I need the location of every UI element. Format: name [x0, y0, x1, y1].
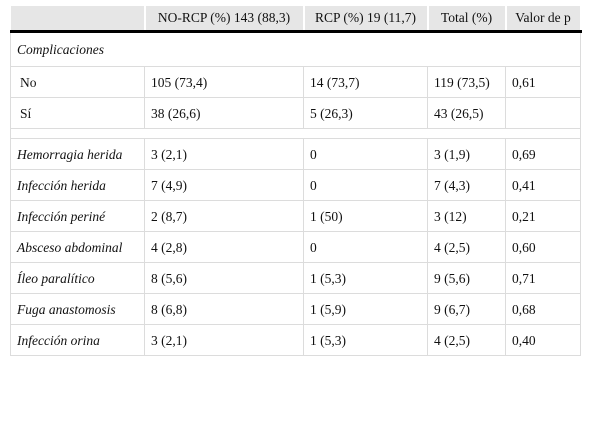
- cell-norcp: 38 (26,6): [144, 97, 304, 129]
- row-label: Infección orina: [10, 324, 145, 356]
- cell-p-value: 0,41: [505, 169, 581, 201]
- cell-p-value: [505, 97, 581, 129]
- cell-rcp: 0: [303, 138, 428, 170]
- cell-p-value: 0,61: [505, 66, 581, 98]
- cell-total: 7 (4,3): [427, 169, 506, 201]
- cell-total: 9 (6,7): [427, 293, 506, 325]
- header-total: Total (%): [427, 6, 507, 32]
- cell-total: 43 (26,5): [427, 97, 506, 129]
- spacer-cell: [10, 128, 581, 139]
- section-row: Complicaciones: [10, 31, 581, 67]
- row-label: Íleo paralítico: [10, 262, 145, 294]
- cell-norcp: 3 (2,1): [144, 324, 304, 356]
- cell-rcp: 1 (5,3): [303, 324, 428, 356]
- cell-total: 3 (12): [427, 200, 506, 232]
- complications-table-container: NO-RCP (%) 143 (88,3) RCP (%) 19 (11,7) …: [10, 6, 582, 356]
- cell-rcp: 5 (26,3): [303, 97, 428, 129]
- table-row: Íleo paralítico 8 (5,6) 1 (5,3) 9 (5,6) …: [10, 262, 581, 294]
- cell-norcp: 105 (73,4): [144, 66, 304, 98]
- cell-p-value: 0,40: [505, 324, 581, 356]
- cell-rcp: 1 (5,3): [303, 262, 428, 294]
- cell-rcp: 0: [303, 231, 428, 263]
- cell-rcp: 1 (50): [303, 200, 428, 232]
- cell-total: 4 (2,5): [427, 324, 506, 356]
- cell-rcp: 1 (5,9): [303, 293, 428, 325]
- table-row: Absceso abdominal 4 (2,8) 0 4 (2,5) 0,60: [10, 231, 581, 263]
- header-p-value: Valor de p: [505, 6, 582, 32]
- table-row: Fuga anastomosis 8 (6,8) 1 (5,9) 9 (6,7)…: [10, 293, 581, 325]
- table-row: Infección orina 3 (2,1) 1 (5,3) 4 (2,5) …: [10, 324, 581, 356]
- complications-table: NO-RCP (%) 143 (88,3) RCP (%) 19 (11,7) …: [10, 6, 582, 356]
- row-label: Hemorragia herida: [10, 138, 145, 170]
- cell-rcp: 14 (73,7): [303, 66, 428, 98]
- cell-norcp: 4 (2,8): [144, 231, 304, 263]
- cell-norcp: 2 (8,7): [144, 200, 304, 232]
- table-header-row: NO-RCP (%) 143 (88,3) RCP (%) 19 (11,7) …: [10, 6, 582, 32]
- header-norcp: NO-RCP (%) 143 (88,3): [144, 6, 305, 32]
- cell-rcp: 0: [303, 169, 428, 201]
- cell-total: 4 (2,5): [427, 231, 506, 263]
- cell-p-value: 0,68: [505, 293, 581, 325]
- table-row: Infección periné 2 (8,7) 1 (50) 3 (12) 0…: [10, 200, 581, 232]
- cell-total: 119 (73,5): [427, 66, 506, 98]
- cell-norcp: 8 (5,6): [144, 262, 304, 294]
- cell-total: 9 (5,6): [427, 262, 506, 294]
- table-row: Hemorragia herida 3 (2,1) 0 3 (1,9) 0,69: [10, 138, 581, 170]
- row-label: Sí: [10, 97, 145, 129]
- cell-p-value: 0,69: [505, 138, 581, 170]
- row-label: No: [10, 66, 145, 98]
- cell-p-value: 0,21: [505, 200, 581, 232]
- table-row: Sí 38 (26,6) 5 (26,3) 43 (26,5): [10, 97, 581, 129]
- header-label: [10, 6, 146, 32]
- cell-p-value: 0,60: [505, 231, 581, 263]
- cell-total: 3 (1,9): [427, 138, 506, 170]
- row-label: Infección periné: [10, 200, 145, 232]
- cell-p-value: 0,71: [505, 262, 581, 294]
- section-title: Complicaciones: [10, 31, 581, 67]
- spacer-row: [10, 128, 581, 139]
- row-label: Infección herida: [10, 169, 145, 201]
- table-row: No 105 (73,4) 14 (73,7) 119 (73,5) 0,61: [10, 66, 581, 98]
- header-rcp: RCP (%) 19 (11,7): [303, 6, 429, 32]
- cell-norcp: 8 (6,8): [144, 293, 304, 325]
- cell-norcp: 3 (2,1): [144, 138, 304, 170]
- table-row: Infección herida 7 (4,9) 0 7 (4,3) 0,41: [10, 169, 581, 201]
- row-label: Fuga anastomosis: [10, 293, 145, 325]
- row-label: Absceso abdominal: [10, 231, 145, 263]
- cell-norcp: 7 (4,9): [144, 169, 304, 201]
